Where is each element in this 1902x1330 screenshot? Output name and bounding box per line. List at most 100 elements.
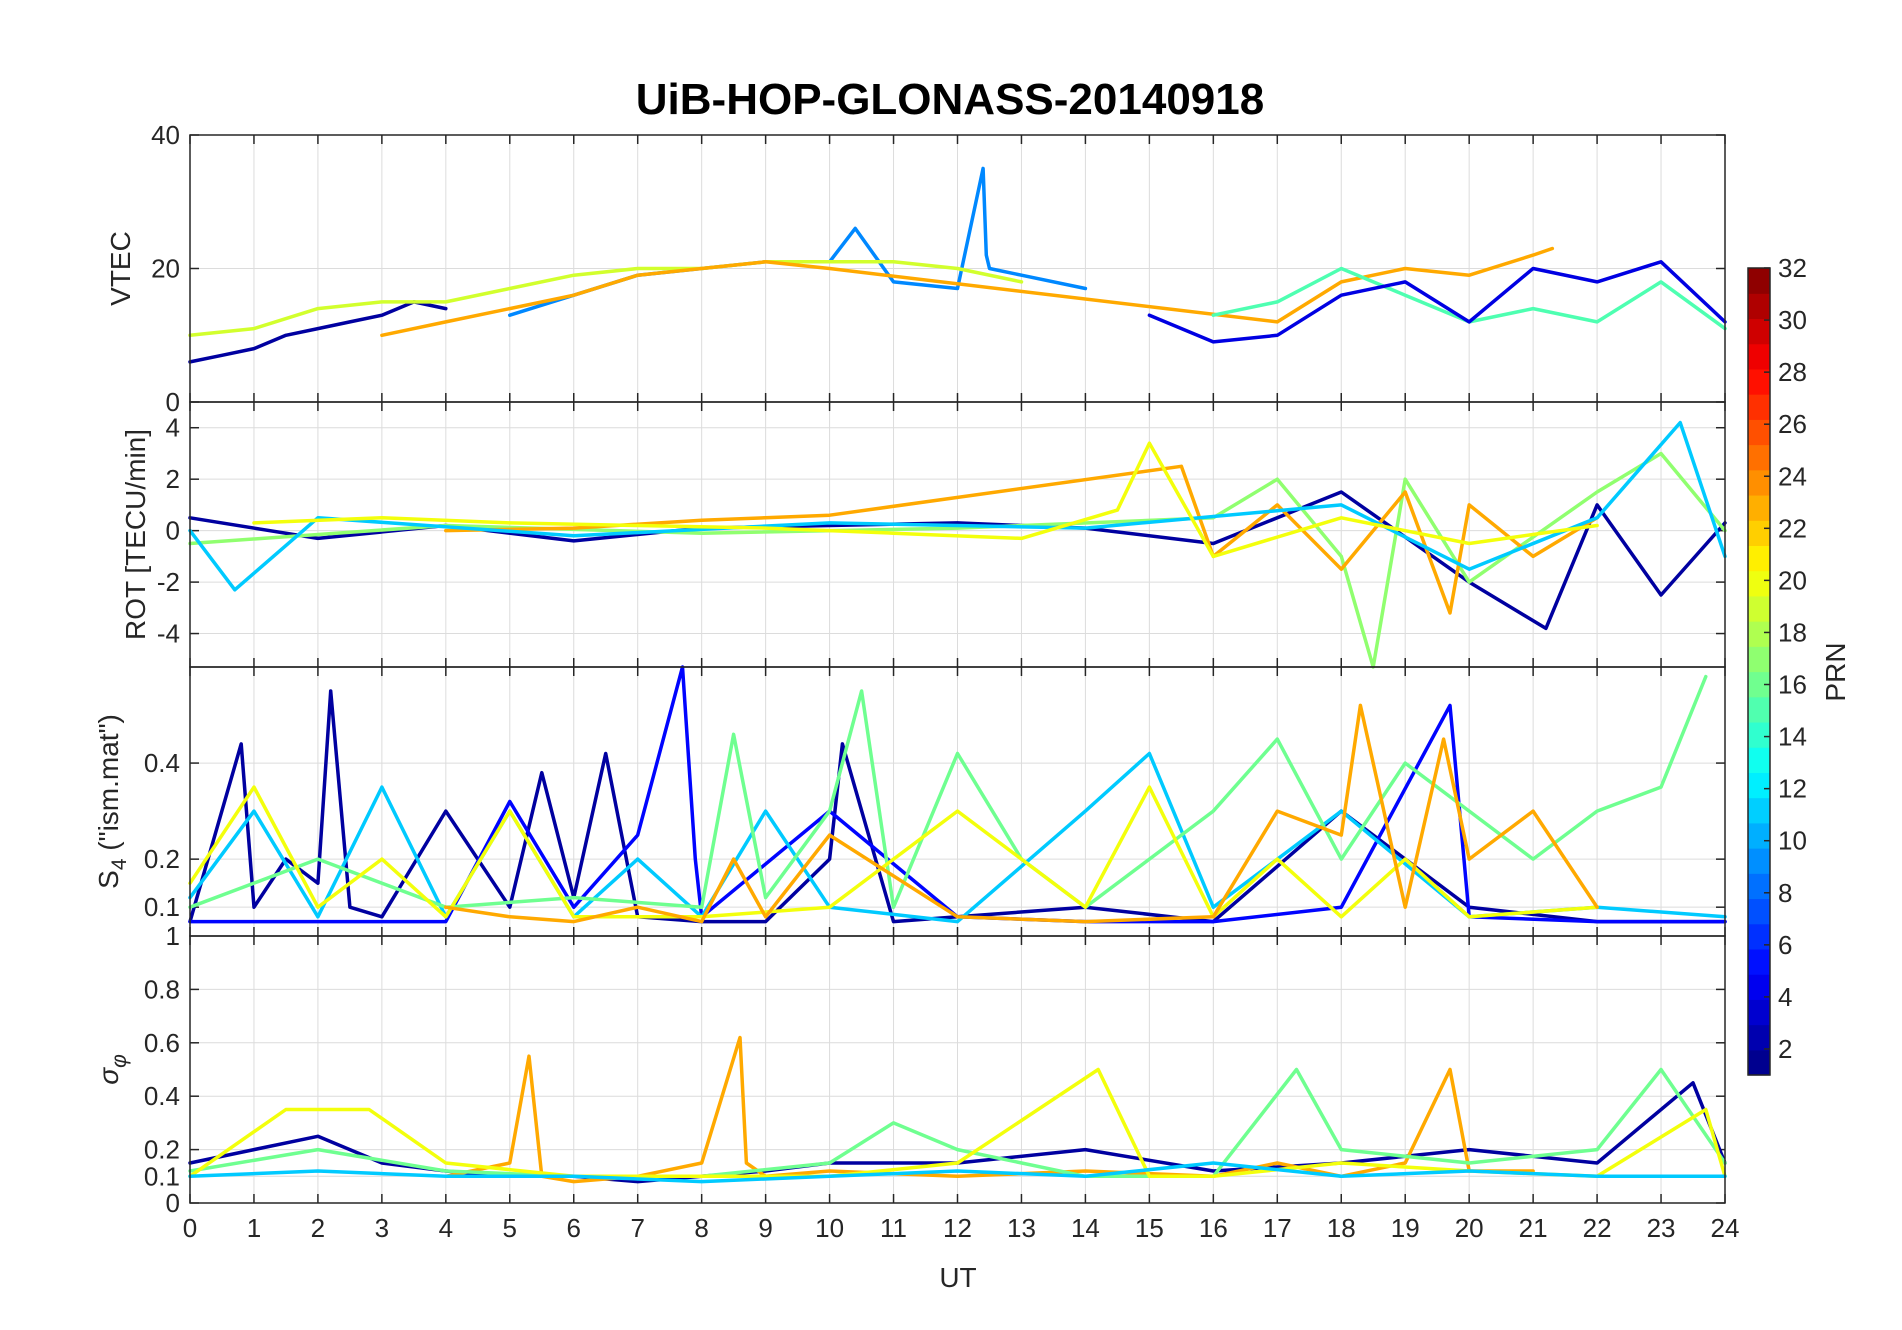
colorbar-tick-label: 28	[1778, 357, 1807, 387]
series-line-prn-11	[188, 751, 1727, 924]
colorbar-segment	[1748, 293, 1770, 320]
colorbar-tick-label: 24	[1778, 461, 1807, 491]
colorbar-tick-label: 14	[1778, 722, 1807, 752]
x-tick-label: 17	[1263, 1213, 1292, 1243]
x-tick-label: 21	[1519, 1213, 1548, 1243]
y-axis-label: ROT [TECU/min]	[120, 429, 151, 640]
colorbar-segment	[1748, 671, 1770, 698]
x-axis-label: UT	[939, 1262, 976, 1293]
panel-ROT: -4 -2 0 2 4 ROT [TECU/min]	[120, 401, 1727, 669]
x-tick-label: 10	[815, 1213, 844, 1243]
series-group	[188, 1035, 1727, 1184]
colorbar-segment	[1748, 394, 1770, 420]
colorbar-tick-label: 4	[1778, 982, 1792, 1012]
x-tick-label: 13	[1007, 1213, 1036, 1243]
colorbar-tick-label: 26	[1778, 409, 1807, 439]
colorbar-segment	[1748, 873, 1770, 900]
colorbar-segment	[1748, 268, 1770, 294]
series-line-prn-11	[188, 1161, 1727, 1184]
y-tick-label: 0	[166, 1188, 180, 1218]
x-tick-label: 14	[1071, 1213, 1100, 1243]
colorbar-tick-label: 18	[1778, 617, 1807, 647]
y-tick-label: 0	[166, 516, 180, 546]
y-tick-label: 0.6	[144, 1028, 180, 1058]
y-tick-label: 40	[151, 120, 180, 150]
colorbar-tick-label: 32	[1778, 253, 1807, 283]
colorbar-segment	[1748, 822, 1770, 849]
colorbar-segment	[1748, 772, 1770, 799]
y-tick-label: 4	[166, 413, 180, 443]
y-axis-label: VTEC	[105, 231, 136, 306]
x-tick-label: 11	[880, 1213, 907, 1243]
colorbar-segment	[1748, 646, 1770, 673]
series-line-prn-2	[188, 300, 448, 364]
panel-VTEC: 0 20 40 VTEC	[105, 120, 1727, 417]
y-axis-label: S4 ("ism.mat")	[93, 714, 131, 889]
y-tick-label: -4	[157, 619, 180, 649]
colorbar-segment	[1748, 721, 1770, 748]
y-tick-label: 2	[166, 464, 180, 494]
x-tick-label: 2	[311, 1213, 325, 1243]
series-line-prn-9	[508, 166, 1088, 317]
x-tick-label: 12	[943, 1213, 972, 1243]
colorbar-tick-label: 6	[1778, 930, 1792, 960]
y-tick-label: 20	[151, 254, 180, 284]
colorbar-segment	[1748, 923, 1770, 950]
y-tick-label: 0.2	[144, 1135, 180, 1165]
x-tick-label: 0	[183, 1213, 197, 1243]
x-tick-label: 3	[375, 1213, 389, 1243]
colorbar-segment	[1748, 494, 1770, 521]
colorbar-segment	[1748, 797, 1770, 824]
colorbar-segment	[1748, 595, 1770, 622]
y-tick-label: 0.2	[144, 844, 180, 874]
x-tick-label: 15	[1135, 1213, 1164, 1243]
colorbar-tick-label: 2	[1778, 1034, 1792, 1064]
colorbar-tick-label: 22	[1778, 513, 1807, 543]
y-axis-label: σφ	[93, 1054, 131, 1085]
x-tick-label: 7	[630, 1213, 644, 1243]
series-group	[188, 665, 1727, 924]
colorbar-segment	[1748, 898, 1770, 925]
colorbar-segment	[1748, 999, 1770, 1026]
y-tick-label: 0.4	[144, 1081, 180, 1111]
x-tick-label: 5	[503, 1213, 517, 1243]
colorbar-segment	[1748, 368, 1770, 395]
colorbar-segment	[1748, 621, 1770, 647]
panel-S4: 0.1 0.2 0.4 S4 ("ism.mat")	[93, 665, 1727, 937]
series-line-prn-11	[188, 420, 1727, 592]
series-line-prn-23	[444, 703, 1599, 924]
colorbar-segment	[1748, 747, 1770, 773]
colorbar-tick-label: 8	[1778, 878, 1792, 908]
colorbar-segment	[1748, 469, 1770, 496]
series-line-prn-20	[188, 785, 1599, 919]
colorbar-segment	[1748, 545, 1770, 572]
colorbar-segment	[1748, 974, 1770, 1000]
x-tick-label: 19	[1391, 1213, 1420, 1243]
colorbar-segment	[1748, 444, 1770, 471]
x-tick-label: 1	[247, 1213, 261, 1243]
colorbar-segment	[1748, 318, 1770, 345]
colorbar-segment	[1748, 343, 1770, 370]
colorbar-segment	[1748, 1049, 1770, 1076]
colorbar-tick-label: 12	[1778, 774, 1807, 804]
colorbar-tick-label: 16	[1778, 670, 1807, 700]
colorbar-frame	[1747, 267, 1771, 1076]
series-line-prn-4	[1147, 260, 1727, 344]
colorbar-tick-label: 20	[1778, 565, 1807, 595]
y-tick-label: -2	[157, 567, 180, 597]
y-tick-label: 0.1	[144, 1161, 180, 1191]
colorbar-segment	[1748, 520, 1770, 547]
colorbar-tick-label: 10	[1778, 826, 1807, 856]
chart-title: UiB-HOP-GLONASS-20140918	[636, 75, 1264, 124]
y-tick-label: 0	[166, 387, 180, 417]
y-tick-label: 0.4	[144, 748, 180, 778]
x-tick-label: 8	[694, 1213, 708, 1243]
series-line-prn-19	[188, 260, 1024, 338]
colorbar-segment	[1748, 1024, 1770, 1051]
series-group	[188, 166, 1727, 364]
x-tick-label: 24	[1711, 1213, 1740, 1243]
series-line-prn-23	[380, 246, 1555, 338]
colorbar-segment	[1748, 419, 1770, 446]
